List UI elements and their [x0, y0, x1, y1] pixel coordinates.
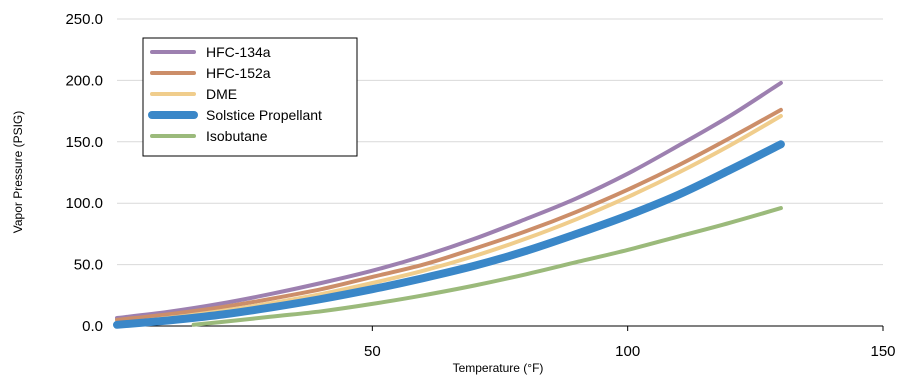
- y-tick-label: 100.0: [65, 195, 103, 212]
- y-axis-title: Vapor Pressure (PSIG): [11, 111, 25, 233]
- y-tick-label: 150.0: [65, 134, 103, 151]
- y-tick-label: 0.0: [82, 318, 103, 335]
- legend-label-dme: DME: [206, 86, 237, 102]
- legend-label-solstice-propellant: Solstice Propellant: [206, 107, 322, 123]
- x-tick-labels: 50 100 150: [364, 326, 896, 360]
- x-axis-title: Temperature (°F): [453, 361, 544, 375]
- y-tick-label: 250.0: [65, 11, 103, 28]
- legend-label-hfc-134a: HFC-134a: [206, 44, 271, 60]
- y-tick-labels: 0.0 50.0 100.0 150.0 200.0 250.0: [65, 11, 103, 335]
- series-line-hfc-152a: [115, 107, 783, 322]
- series-lines: [113, 80, 785, 329]
- x-tick-label: 150: [870, 343, 895, 360]
- x-tick-label: 100: [615, 343, 640, 360]
- y-tick-label: 50.0: [74, 257, 103, 274]
- series-line-isobutane: [191, 206, 783, 327]
- x-tick-label: 50: [364, 343, 381, 360]
- legend-label-isobutane: Isobutane: [206, 128, 268, 144]
- y-tick-label: 200.0: [65, 72, 103, 89]
- series-line-hfc-134a: [115, 80, 783, 320]
- legend: HFC-134a HFC-152a DME Solstice Propellant Is…: [142, 37, 358, 157]
- legend-label-hfc-152a: HFC-152a: [206, 65, 271, 81]
- series-line-solstice-propellant: [113, 140, 785, 329]
